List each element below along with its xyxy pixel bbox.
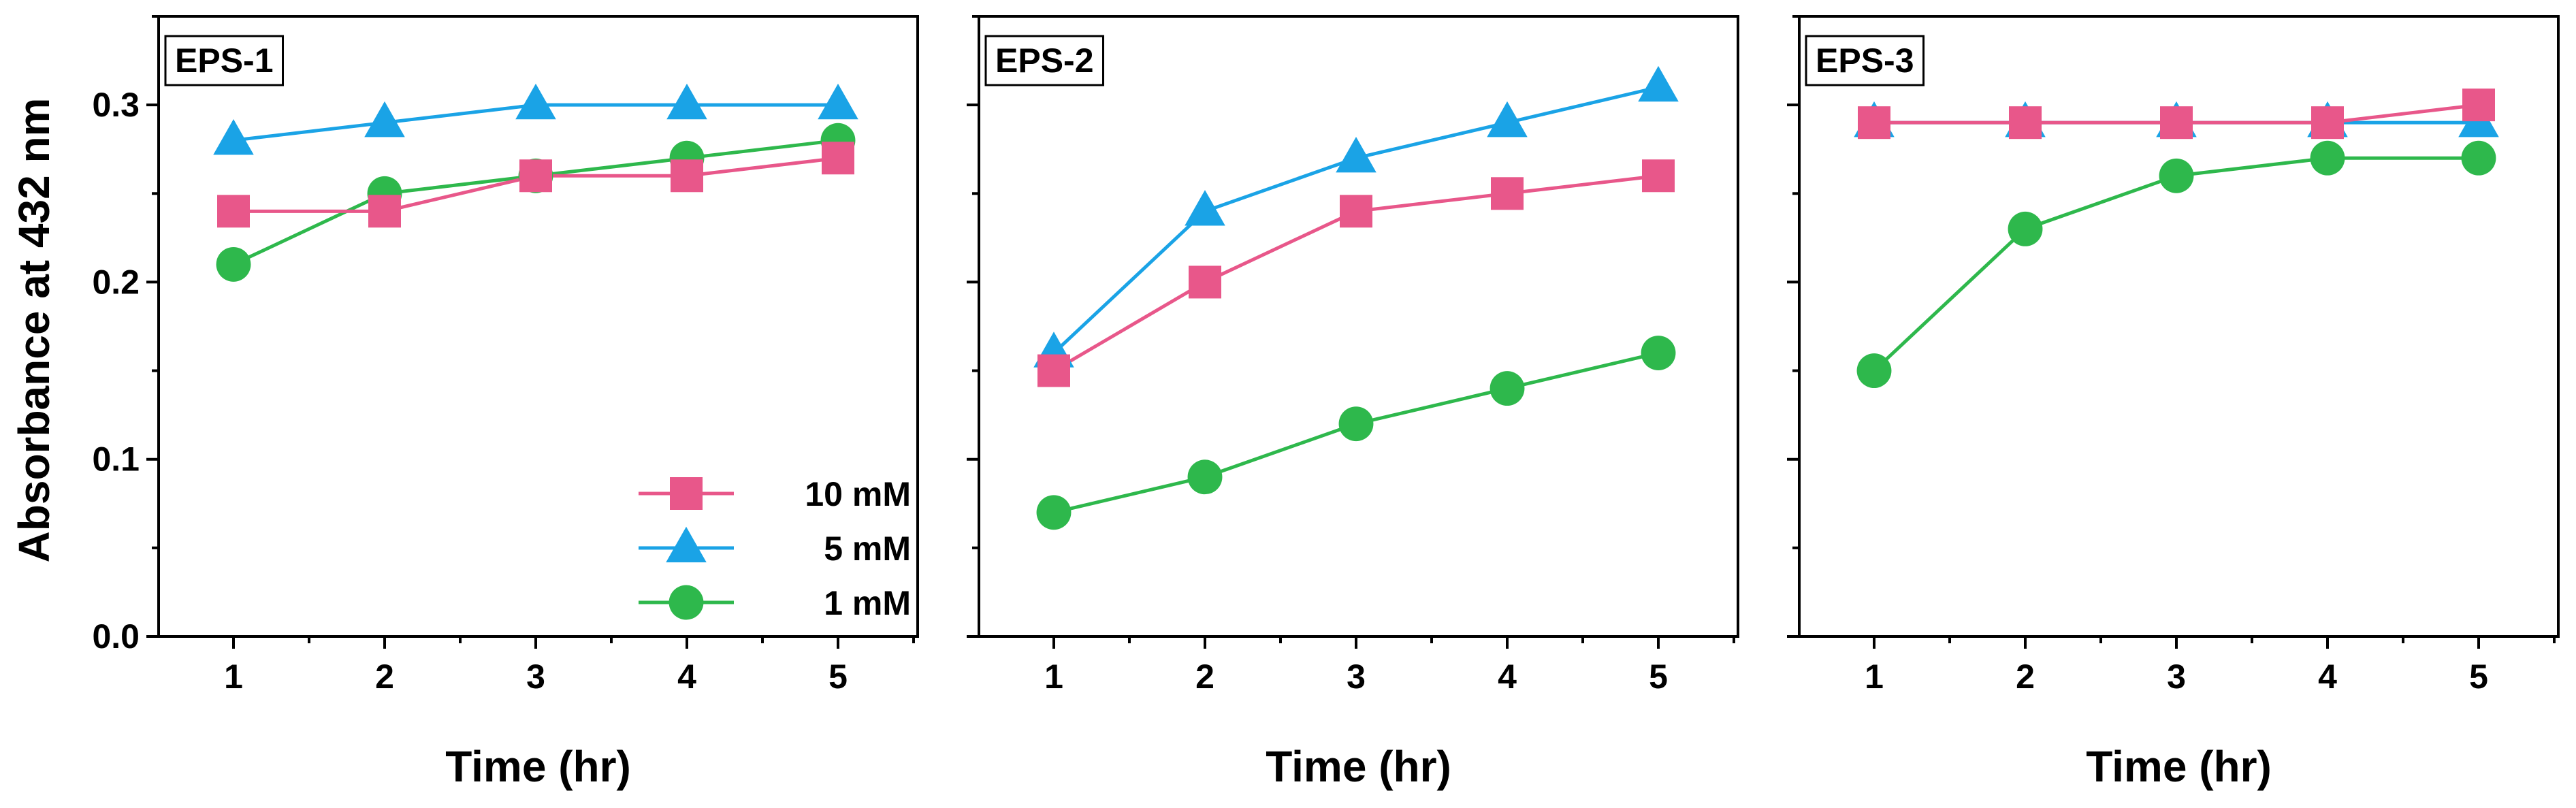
data-point-10-mM bbox=[1189, 265, 1221, 299]
panel-label-box bbox=[164, 35, 285, 86]
x-tick-label: 4 bbox=[677, 658, 696, 696]
data-point-1-mM bbox=[1641, 336, 1676, 370]
data-point-1-mM bbox=[1490, 371, 1525, 406]
x-tick-label: 3 bbox=[1347, 658, 1366, 696]
panel-3: 1 2 3 4 5 Time (hr) EPS-3 bbox=[1787, 15, 2560, 791]
data-point-5-mM bbox=[666, 83, 707, 120]
legend-label: 10 mM bbox=[805, 475, 911, 513]
panel-2: 1 2 3 4 5 Time (hr) EPS-2 bbox=[967, 15, 1739, 791]
data-point-10-mM bbox=[1037, 354, 1070, 387]
y-axis-title: Absorbance at 432 nm bbox=[10, 98, 59, 563]
y-tick-label: 0.0 bbox=[92, 617, 140, 656]
x-tick-label: 1 bbox=[224, 658, 243, 696]
data-point-1-mM bbox=[1338, 406, 1374, 442]
data-point-1-mM bbox=[1856, 353, 1892, 389]
y-tick-label: 0.1 bbox=[92, 440, 140, 479]
panel-label-box bbox=[1805, 35, 1925, 86]
data-point-1-mM bbox=[2461, 140, 2496, 176]
x-tick-label: 2 bbox=[1195, 658, 1214, 696]
x-tick-label: 3 bbox=[526, 658, 545, 696]
legend-label: 5 mM bbox=[824, 530, 911, 568]
data-point-5-mM bbox=[213, 118, 254, 155]
panel-label: EPS-2 bbox=[995, 42, 1094, 80]
data-point-10-mM bbox=[217, 195, 250, 228]
y-tick-label: 0.2 bbox=[92, 263, 140, 301]
data-point-1-mM bbox=[2159, 158, 2194, 193]
x-tick-label: 4 bbox=[2318, 658, 2337, 696]
data-point-1-mM bbox=[2310, 140, 2345, 176]
data-point-10-mM bbox=[1491, 177, 1524, 210]
data-point-1-mM bbox=[1036, 495, 1072, 530]
data-point-10-mM bbox=[368, 195, 401, 228]
legend-label: 1 mM bbox=[824, 584, 911, 622]
data-point-10-mM bbox=[671, 159, 703, 193]
panel-label: EPS-3 bbox=[1816, 42, 1914, 80]
x-tick-label: 3 bbox=[2167, 658, 2186, 696]
data-point-5-mM bbox=[818, 83, 858, 120]
data-point-5-mM bbox=[364, 101, 405, 138]
plot-frame bbox=[1798, 15, 2560, 638]
plot-frame bbox=[157, 15, 919, 638]
data-point-5-mM bbox=[1336, 136, 1376, 173]
x-tick-label: 1 bbox=[1865, 658, 1884, 696]
data-point-1-mM bbox=[2008, 211, 2043, 246]
x-tick-label: 2 bbox=[2016, 658, 2035, 696]
x-tick-label: 5 bbox=[828, 658, 848, 696]
data-point-10-mM bbox=[2160, 106, 2193, 140]
x-axis-title: Time (hr) bbox=[1266, 742, 1451, 791]
x-tick-label: 1 bbox=[1044, 658, 1063, 696]
data-point-5-mM bbox=[515, 83, 556, 120]
data-point-1-mM bbox=[1187, 459, 1223, 495]
panel-label-box bbox=[984, 35, 1105, 86]
panels-container: 0.0 0.1 0.2 0.3 1 2 3 4 5 Time (hr) EPS-1 10 mM 5 mM… bbox=[92, 15, 2560, 791]
panel-1: 0.0 0.1 0.2 0.3 1 2 3 4 5 Time (hr) EPS-1 10 mM 5 mM… bbox=[92, 15, 919, 791]
data-point-10-mM bbox=[1642, 159, 1675, 193]
x-axis-title: Time (hr) bbox=[2086, 742, 2272, 791]
data-point-10-mM bbox=[822, 142, 854, 175]
plot-frame bbox=[978, 15, 1739, 638]
x-tick-label: 5 bbox=[1649, 658, 1668, 696]
legend-marker bbox=[666, 526, 707, 563]
x-tick-label: 5 bbox=[2469, 658, 2488, 696]
x-tick-label: 4 bbox=[1498, 658, 1517, 696]
x-tick-label: 2 bbox=[375, 658, 394, 696]
data-point-5-mM bbox=[1185, 190, 1225, 226]
legend-marker bbox=[670, 477, 703, 510]
data-point-5-mM bbox=[1638, 65, 1679, 102]
data-point-10-mM bbox=[519, 159, 552, 193]
data-point-1-mM bbox=[216, 246, 251, 282]
legend-marker bbox=[669, 585, 704, 620]
data-point-5-mM bbox=[1487, 101, 1528, 138]
data-point-10-mM bbox=[2311, 106, 2344, 140]
panel-label: EPS-1 bbox=[175, 42, 274, 80]
data-point-10-mM bbox=[1858, 106, 1890, 140]
data-point-10-mM bbox=[1340, 195, 1372, 228]
data-point-10-mM bbox=[2009, 106, 2042, 140]
x-axis-title: Time (hr) bbox=[445, 742, 631, 791]
y-tick-label: 0.3 bbox=[92, 86, 140, 124]
data-point-10-mM bbox=[2462, 88, 2495, 122]
